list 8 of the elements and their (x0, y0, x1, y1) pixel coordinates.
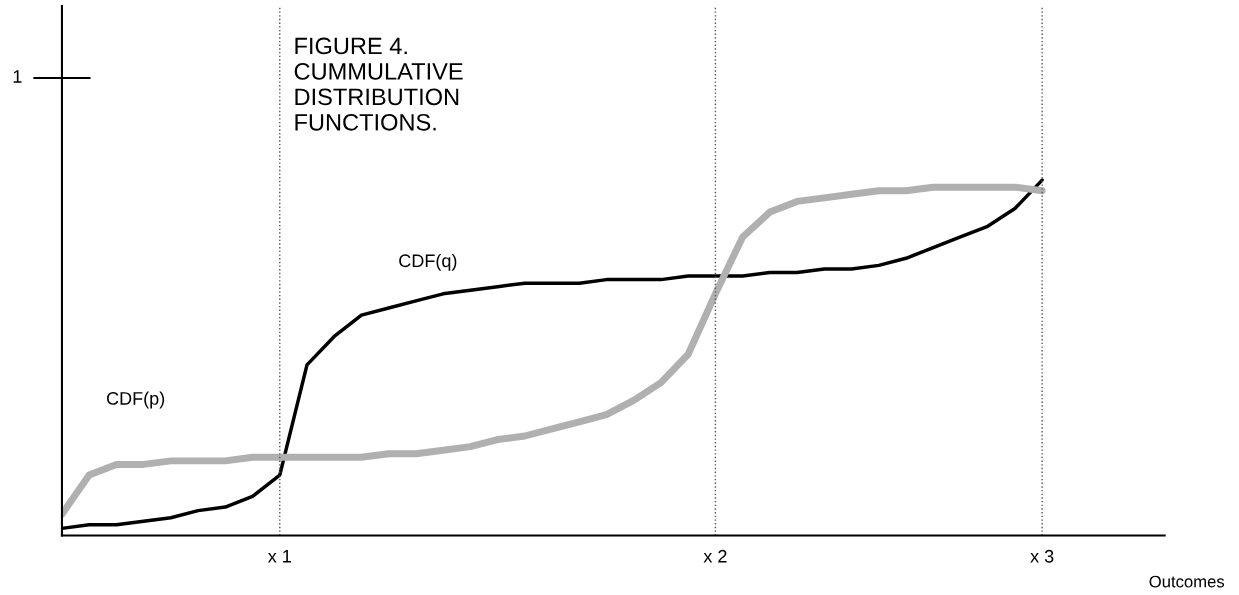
x-tick-label: x 2 (703, 549, 727, 563)
text: 1 (13, 70, 22, 83)
annotation: CDF(p) (106, 391, 165, 409)
x-tick-label: x 3 (1030, 549, 1054, 563)
x-axis-title: Outcomes (1149, 575, 1225, 588)
annotation: CDF(q) (399, 253, 457, 271)
chart-title: FIGURE 4. CUMMULATIVE DISTRIBUTION FUNCTIONS. (294, 37, 463, 131)
x-tick-label: x 1 (267, 550, 291, 563)
